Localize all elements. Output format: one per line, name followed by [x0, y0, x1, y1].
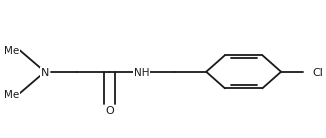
Text: N: N: [41, 68, 49, 78]
Text: NH: NH: [134, 68, 149, 78]
Text: Me: Me: [4, 90, 19, 100]
Text: Cl: Cl: [313, 68, 323, 78]
Text: Me: Me: [4, 46, 19, 56]
Text: O: O: [105, 106, 114, 116]
